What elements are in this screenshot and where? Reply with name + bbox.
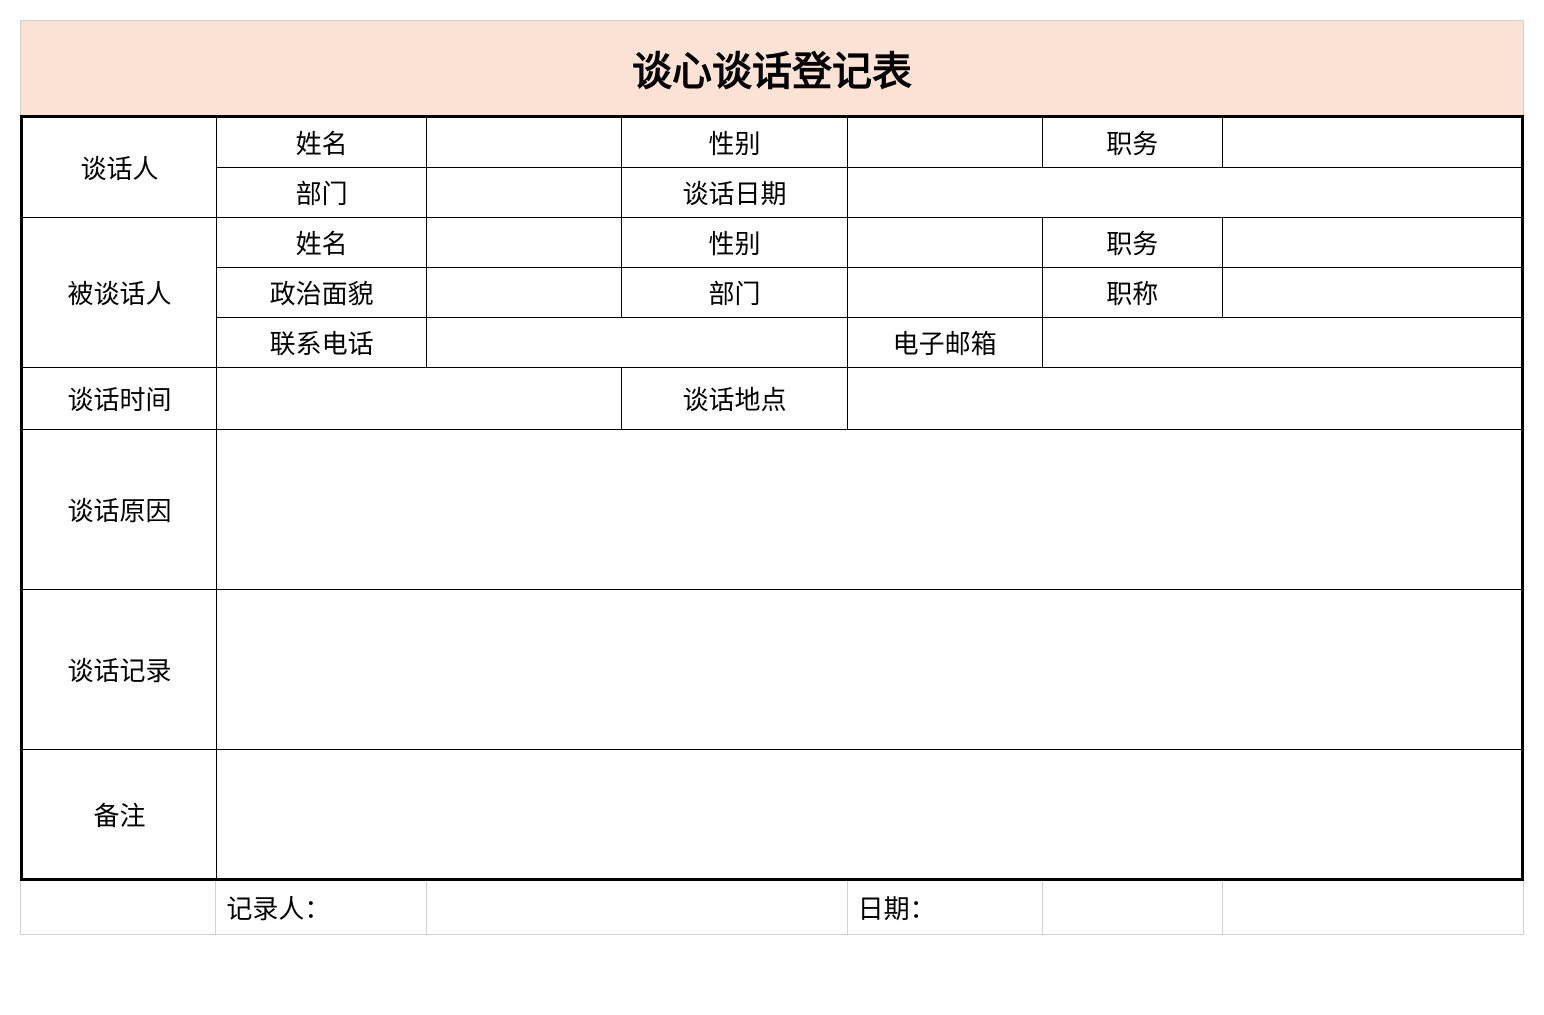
interviewee-gender-label: 性别 bbox=[622, 218, 847, 268]
interviewer-department-label: 部门 bbox=[217, 168, 427, 218]
session-location-label: 谈话地点 bbox=[622, 368, 847, 430]
interviewer-department-value[interactable] bbox=[427, 168, 622, 218]
session-location-value[interactable] bbox=[847, 368, 1522, 430]
footer-empty-1 bbox=[21, 881, 216, 935]
footer-table: 记录人： 日期： bbox=[20, 881, 1524, 935]
interviewer-gender-label: 性别 bbox=[622, 117, 847, 168]
interviewee-position-label: 职务 bbox=[1042, 218, 1222, 268]
interviewee-email-value[interactable] bbox=[1042, 318, 1522, 368]
interviewer-date-value[interactable] bbox=[847, 168, 1522, 218]
interviewee-political-value[interactable] bbox=[427, 268, 622, 318]
interviewer-gender-value[interactable] bbox=[847, 117, 1042, 168]
interviewee-name-label: 姓名 bbox=[217, 218, 427, 268]
record-label: 谈话记录 bbox=[22, 590, 217, 750]
interviewee-title-label: 职称 bbox=[1042, 268, 1222, 318]
interviewee-phone-label: 联系电话 bbox=[217, 318, 427, 368]
record-value[interactable] bbox=[217, 590, 1523, 750]
interviewee-department-label: 部门 bbox=[622, 268, 847, 318]
interviewee-department-value[interactable] bbox=[847, 268, 1042, 318]
remark-label: 备注 bbox=[22, 750, 217, 880]
interviewee-title-value[interactable] bbox=[1222, 268, 1522, 318]
reason-label: 谈话原因 bbox=[22, 430, 217, 590]
interviewee-gender-value[interactable] bbox=[847, 218, 1042, 268]
interviewee-phone-value[interactable] bbox=[427, 318, 847, 368]
remark-value[interactable] bbox=[217, 750, 1523, 880]
interviewer-name-value[interactable] bbox=[427, 117, 622, 168]
footer-recorder-label: 记录人： bbox=[216, 881, 426, 935]
interviewer-name-label: 姓名 bbox=[217, 117, 427, 168]
interviewer-date-label: 谈话日期 bbox=[622, 168, 847, 218]
interviewee-position-value[interactable] bbox=[1222, 218, 1522, 268]
session-time-label: 谈话时间 bbox=[22, 368, 217, 430]
session-time-value[interactable] bbox=[217, 368, 622, 430]
reason-value[interactable] bbox=[217, 430, 1523, 590]
form-title: 谈心谈话登记表 bbox=[20, 20, 1524, 115]
interviewee-political-label: 政治面貌 bbox=[217, 268, 427, 318]
interviewee-name-value[interactable] bbox=[427, 218, 622, 268]
interviewee-email-label: 电子邮箱 bbox=[847, 318, 1042, 368]
interviewer-position-label: 职务 bbox=[1042, 117, 1222, 168]
footer-date-label: 日期： bbox=[847, 881, 1042, 935]
form-container: 谈心谈话登记表 谈话人 姓名 性别 职务 部门 谈话日期 被谈话人 姓名 性别 bbox=[20, 20, 1524, 935]
interviewer-label: 谈话人 bbox=[22, 117, 217, 218]
footer-empty-2 bbox=[1223, 881, 1524, 935]
footer-recorder-value[interactable] bbox=[426, 881, 847, 935]
registration-table: 谈话人 姓名 性别 职务 部门 谈话日期 被谈话人 姓名 性别 职务 政治面 bbox=[20, 115, 1524, 881]
interviewer-position-value[interactable] bbox=[1222, 117, 1522, 168]
interviewee-label: 被谈话人 bbox=[22, 218, 217, 368]
footer-date-value[interactable] bbox=[1042, 881, 1222, 935]
